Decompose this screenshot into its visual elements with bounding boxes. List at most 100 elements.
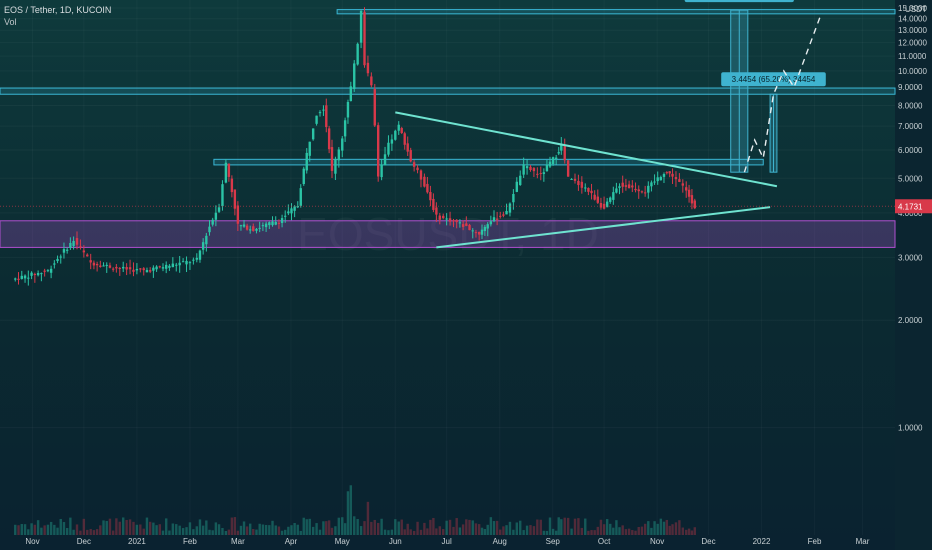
volume-bar — [554, 530, 558, 535]
volume-bar — [325, 521, 328, 535]
candle-body — [519, 175, 522, 185]
measure-badge — [684, 0, 794, 3]
candle-body — [17, 278, 20, 280]
candle-body — [125, 267, 128, 270]
volume-bar — [14, 524, 17, 535]
volume-bar — [640, 526, 644, 535]
volume-bar — [353, 516, 356, 535]
candle-body — [142, 268, 145, 271]
candle-body — [79, 246, 82, 248]
candle-body — [397, 124, 400, 131]
volume-bar — [637, 527, 640, 535]
candle-body — [426, 183, 429, 193]
candle-body — [346, 101, 350, 118]
candle-body — [245, 225, 249, 230]
y-tick-label: 2.0000 — [898, 316, 923, 325]
y-tick-label: 5.0000 — [898, 174, 923, 183]
candle-body — [687, 189, 691, 197]
volume-bar — [236, 530, 240, 535]
candle-body — [217, 207, 221, 212]
candle-body — [274, 222, 277, 225]
volume-bar — [79, 530, 82, 535]
candle-body — [461, 224, 465, 227]
volume-bar — [181, 528, 185, 535]
candle-body — [145, 270, 149, 273]
volume-bar — [618, 527, 621, 535]
candle-body — [609, 197, 612, 202]
volume-bar — [284, 529, 287, 535]
candle-body — [693, 200, 696, 209]
x-tick-label: Nov — [650, 537, 664, 546]
candle-body — [59, 256, 62, 258]
candle-body — [356, 43, 359, 65]
volume-bar — [268, 525, 271, 535]
candle-body — [659, 177, 663, 181]
volume-bar — [442, 529, 445, 535]
volume-bar — [557, 517, 560, 535]
zone-cyan — [213, 158, 764, 166]
volume-label: Vol — [4, 17, 17, 27]
candle-body — [308, 141, 311, 156]
volume-bar — [551, 528, 555, 535]
volume-bar — [650, 527, 653, 535]
volume-bar — [599, 519, 603, 535]
volume-bar — [400, 519, 403, 535]
candle-body — [255, 228, 258, 231]
volume-bar — [108, 518, 112, 535]
volume-bar — [539, 519, 542, 535]
candle-body — [445, 218, 448, 220]
candle-body — [287, 211, 290, 214]
volume-bar — [542, 530, 546, 535]
volume-bar — [397, 521, 400, 535]
candle-body — [53, 263, 56, 265]
y-tick-label: 4.0000 — [898, 209, 923, 218]
volume-bar — [373, 519, 376, 535]
candle-body — [419, 170, 423, 180]
candle-body — [455, 219, 458, 223]
candle-body — [72, 240, 75, 247]
measure-badge — [721, 72, 826, 87]
volume-bar — [515, 522, 519, 535]
candle-body — [656, 177, 659, 182]
candle-body — [36, 272, 40, 276]
volume-bar — [435, 528, 438, 535]
candle-body — [230, 178, 234, 193]
candle-body — [233, 189, 237, 209]
volume-bar — [349, 485, 353, 535]
y-tick-label: 3.0000 — [898, 253, 923, 262]
volume-bar — [46, 524, 50, 535]
candle-body — [95, 263, 99, 266]
candle-body — [252, 226, 255, 232]
volume-bar — [152, 522, 155, 535]
candle-body — [637, 189, 640, 192]
candle-body — [334, 158, 337, 174]
x-tick-label: Jul — [442, 537, 452, 546]
volume-bar — [89, 528, 92, 535]
candle-body — [423, 176, 426, 187]
volume-bar — [20, 524, 23, 535]
volume-bar — [261, 524, 265, 535]
candle-body — [175, 264, 178, 266]
volume-bar — [178, 525, 181, 535]
volume-bar — [525, 525, 529, 535]
volume-bar — [587, 530, 590, 535]
candle-body — [280, 218, 284, 223]
x-tick-label: Feb — [183, 537, 197, 546]
x-tick-label: Feb — [808, 537, 822, 546]
volume-bar — [305, 519, 308, 535]
volume-bar — [596, 526, 600, 535]
volume-bar — [242, 521, 246, 535]
volume-bar — [471, 520, 474, 535]
volume-bar — [30, 523, 33, 535]
volume-bar — [647, 521, 650, 535]
candle-body — [512, 193, 515, 203]
candle-body — [62, 249, 66, 253]
candle-body — [299, 188, 302, 206]
volume-bar — [27, 529, 30, 535]
candle-body — [577, 180, 580, 186]
volume-bar — [239, 525, 243, 535]
candle-body — [205, 235, 208, 245]
candle-body — [602, 203, 606, 209]
